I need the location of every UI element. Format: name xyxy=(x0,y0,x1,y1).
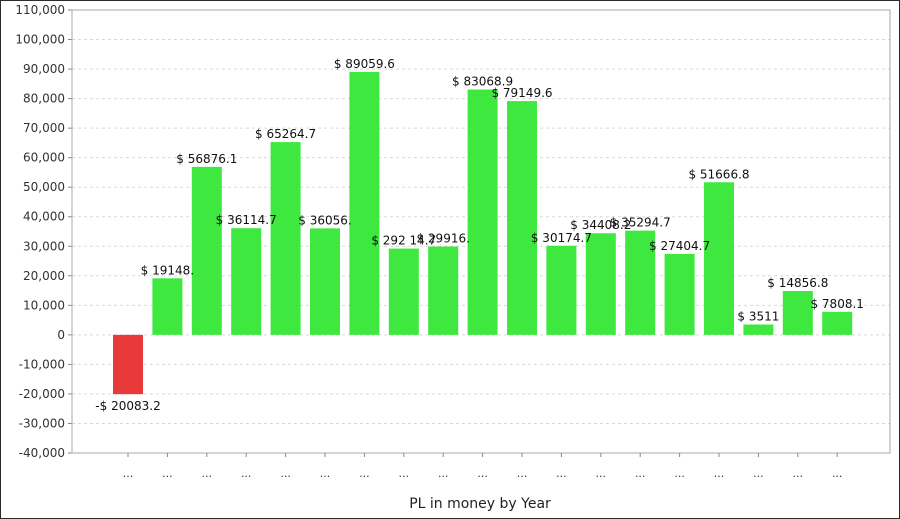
data-label: $ 29916. xyxy=(416,232,469,246)
y-tick-label: 50,000 xyxy=(23,180,65,194)
x-tick-label: ... xyxy=(438,467,449,480)
bar xyxy=(546,245,577,335)
x-tick-label: ... xyxy=(714,467,725,480)
y-tick-label: 70,000 xyxy=(23,121,65,135)
y-tick-label: -30,000 xyxy=(19,416,65,430)
x-axis-title: PL in money by Year xyxy=(409,496,551,512)
x-tick-label: ... xyxy=(556,467,567,480)
data-label: $ 89059.6 xyxy=(334,57,395,71)
data-label: $ 56876.1 xyxy=(176,152,237,166)
bar xyxy=(191,166,222,335)
y-tick-label: 10,000 xyxy=(23,298,65,312)
y-tick-label: 80,000 xyxy=(23,92,65,106)
bar xyxy=(743,324,774,335)
x-tick-label: ... xyxy=(123,467,134,480)
bar xyxy=(585,233,616,335)
bar xyxy=(782,290,813,335)
x-tick-label: ... xyxy=(162,467,173,480)
bars xyxy=(113,71,853,395)
y-tick-label: 60,000 xyxy=(23,151,65,165)
y-tick-label: 20,000 xyxy=(23,269,65,283)
x-tick-label: ... xyxy=(753,467,764,480)
y-tick-label: -20,000 xyxy=(19,387,65,401)
y-tick-label: 100,000 xyxy=(15,33,65,47)
x-tick-label: ... xyxy=(674,467,685,480)
x-tick-label: ... xyxy=(359,467,370,480)
data-label: $ 3511 xyxy=(737,309,779,323)
bar xyxy=(113,334,143,395)
bar xyxy=(349,71,380,335)
data-label: $ 35294.7 xyxy=(610,216,671,230)
x-tick-label: ... xyxy=(793,467,804,480)
x-tick-label: ... xyxy=(517,467,528,480)
bar xyxy=(467,89,498,335)
bar xyxy=(704,182,734,335)
y-tick-label: 30,000 xyxy=(23,239,65,253)
bar xyxy=(625,230,656,335)
data-label: $ 79149.6 xyxy=(491,86,552,100)
data-label: $ 65264.7 xyxy=(255,127,316,141)
x-tick-label: ... xyxy=(202,467,213,480)
y-tick-label: 90,000 xyxy=(23,62,65,76)
data-label: $ 7808.1 xyxy=(810,297,863,311)
data-label: $ 36114.7 xyxy=(216,213,277,227)
data-label: -$ 20083.2 xyxy=(95,399,160,413)
data-labels: -$ 20083.2 $ 19148. $ 56876.1 $ 36114.7 $ 65… xyxy=(95,57,864,413)
plot-area-border xyxy=(71,9,891,454)
axes xyxy=(68,9,891,457)
y-axis-tick-labels: 110,000 100,000 90,000 80,000 70,000 60,000 50… xyxy=(15,3,65,460)
x-tick-label: ... xyxy=(241,467,252,480)
x-tick-label: ... xyxy=(832,467,843,480)
y-tick-label: 40,000 xyxy=(23,210,65,224)
x-tick-label: ... xyxy=(635,467,646,480)
bar xyxy=(388,248,419,335)
y-tick-label: 0 xyxy=(57,328,65,342)
x-axis-tick-labels: ........................................… xyxy=(123,467,843,480)
bar xyxy=(664,253,695,335)
data-label: $ 83068.9 xyxy=(452,75,513,89)
data-label: $ 27404.7 xyxy=(649,239,710,253)
x-tick-label: ... xyxy=(320,467,331,480)
data-label: $ 19148. xyxy=(141,263,194,277)
bar xyxy=(270,142,301,335)
y-tick-label: -10,000 xyxy=(19,357,65,371)
data-label: $ 14856.8 xyxy=(767,276,828,290)
x-tick-label: ... xyxy=(280,467,291,480)
data-label: $ 34408.2 xyxy=(570,218,631,232)
bar xyxy=(428,246,459,335)
bar xyxy=(231,228,262,335)
data-label: $ 36056. xyxy=(298,213,351,227)
data-label: $ 292 14.7 xyxy=(371,234,436,248)
x-tick-label: ... xyxy=(596,467,607,480)
bar xyxy=(822,311,853,335)
x-tick-label: ... xyxy=(399,467,410,480)
y-tick-label: -40,000 xyxy=(19,446,65,460)
y-tick-label: 110,000 xyxy=(15,3,65,17)
data-label: $ 30174.7 xyxy=(531,231,592,245)
data-label: $ 51666.8 xyxy=(688,167,749,181)
bar xyxy=(507,101,537,335)
x-tick-label: ... xyxy=(477,467,488,480)
bar xyxy=(310,228,340,335)
bar xyxy=(152,278,183,335)
